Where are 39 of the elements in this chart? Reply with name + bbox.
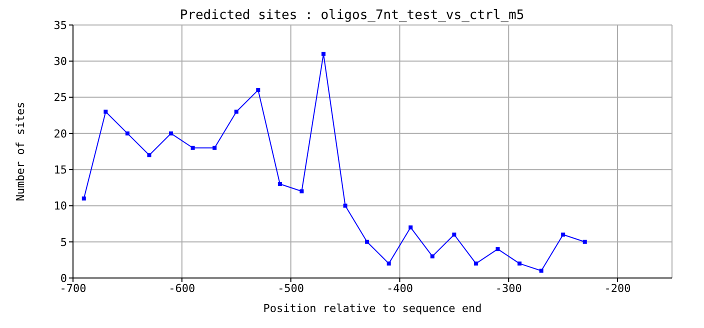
point: [343, 204, 348, 208]
x-tick-label: -500: [278, 282, 304, 295]
y-axis-title: Number of sites: [14, 102, 27, 202]
point: [386, 262, 391, 266]
x-tick-label: -400: [386, 282, 413, 295]
point: [278, 182, 282, 186]
point: [82, 196, 86, 200]
x-axis-title: Position relative to sequence end: [263, 302, 482, 315]
point: [561, 232, 566, 237]
x-tick-label: -300: [495, 282, 522, 295]
point: [147, 153, 152, 158]
point: [190, 146, 195, 150]
x-tick-label: -200: [604, 282, 631, 295]
point: [430, 254, 434, 258]
point: [452, 232, 456, 237]
point: [518, 262, 522, 266]
point: [582, 240, 587, 244]
point: [104, 110, 108, 114]
y-tick-label: 20: [54, 127, 67, 140]
y-tick-label: 10: [54, 200, 67, 213]
point: [256, 88, 260, 92]
point: [169, 131, 174, 136]
point: [365, 240, 370, 244]
point: [539, 268, 544, 273]
point: [496, 247, 500, 252]
point: [234, 110, 238, 114]
y-tick-label: 5: [60, 236, 67, 249]
point: [408, 225, 413, 230]
point: [321, 52, 326, 56]
y-tick-label: 30: [54, 55, 67, 68]
point: [300, 189, 304, 194]
point: [125, 131, 130, 136]
point: [474, 262, 478, 266]
chart-title: Predicted sites : oligos_7nt_test_vs_ctrl_m5: [180, 8, 524, 23]
point: [212, 146, 217, 150]
y-tick-label: 35: [54, 18, 67, 32]
x-tick-label: -600: [168, 282, 196, 295]
y-tick-label: 15: [54, 163, 67, 176]
y-tick-label: 25: [54, 91, 67, 104]
